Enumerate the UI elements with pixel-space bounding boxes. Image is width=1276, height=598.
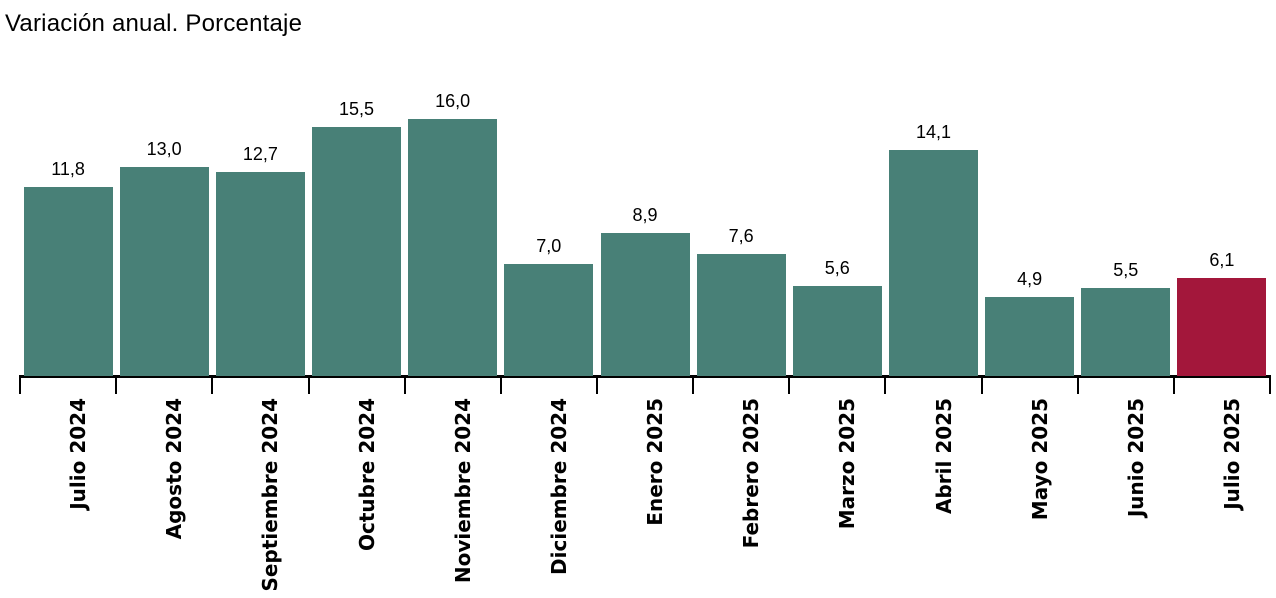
bar-value-label: 5,6: [824, 258, 850, 279]
x-axis-label: Febrero 2025: [739, 398, 764, 549]
bar: [792, 286, 882, 376]
bar-value-label: 5,5: [1113, 259, 1139, 280]
bar-value-label: 4,9: [1017, 269, 1043, 290]
x-axis-label: Enero 2025: [643, 398, 667, 526]
bar-value-label: 15,5: [338, 99, 375, 119]
bar-value-label: 7,6: [728, 225, 754, 246]
x-axis-label: Octubre 2024: [354, 398, 379, 552]
x-axis-label: Abril 2025: [931, 398, 956, 514]
bar: [889, 149, 978, 376]
x-axis-tick: [884, 375, 887, 394]
bar-value-label: 6,1: [1209, 250, 1235, 270]
x-axis-label: Septiembre 2024: [258, 398, 283, 592]
bar-value-label: 13,0: [146, 139, 182, 160]
x-axis-label: Marzo 2025: [835, 398, 860, 530]
chart-title: Variación anual. Porcentaje: [5, 10, 303, 37]
bar-value-label: 7,0: [536, 235, 562, 256]
bar: [408, 119, 498, 376]
bar: [504, 263, 594, 376]
x-axis-tick: [211, 375, 214, 394]
x-axis-tick: [595, 375, 598, 394]
x-axis-tick: [1172, 375, 1175, 394]
bar: [985, 297, 1075, 376]
bar: [1081, 287, 1171, 376]
x-axis-tick: [307, 375, 310, 394]
bar-value-label: 14,1: [915, 121, 952, 142]
bar-value-label: 11,8: [51, 158, 85, 179]
x-axis-label: Noviembre 2024: [450, 398, 475, 584]
bar-value-label: 16,0: [435, 91, 471, 111]
x-axis-tick: [19, 375, 21, 394]
bar: [696, 253, 786, 376]
bar: [119, 167, 209, 376]
bar: [23, 186, 113, 376]
x-axis-label: Julio 2024: [66, 398, 91, 510]
bar-value-label: 12,7: [242, 144, 278, 164]
x-axis-label: Agosto 2024: [162, 398, 187, 540]
bar-value-label: 8,9: [632, 205, 658, 225]
x-axis-tick: [788, 375, 791, 394]
x-axis-tick: [1269, 375, 1271, 394]
bar: [600, 233, 690, 376]
x-axis-tick: [403, 375, 406, 394]
x-axis-tick: [499, 375, 502, 394]
x-axis-label: Mayo 2025: [1027, 398, 1052, 521]
x-axis-tick: [115, 375, 118, 394]
bar: [1177, 278, 1267, 376]
x-axis-label: Julio 2025: [1219, 398, 1244, 510]
bar: [215, 172, 305, 376]
x-axis-label: Junio 2025: [1123, 398, 1148, 518]
x-axis-line: [20, 375, 1270, 378]
x-axis-label: Diciembre 2024: [546, 398, 571, 575]
x-axis-tick: [692, 375, 695, 394]
x-axis-tick: [980, 375, 983, 394]
x-axis-tick: [1076, 375, 1079, 394]
bar: [312, 127, 401, 376]
